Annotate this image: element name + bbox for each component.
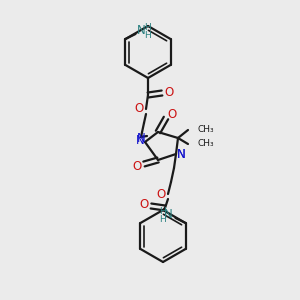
Text: O: O (164, 86, 174, 100)
Text: N: N (177, 148, 185, 161)
Text: O: O (134, 101, 144, 115)
Text: H: H (159, 214, 166, 224)
Text: H: H (144, 31, 151, 40)
Text: N: N (177, 148, 185, 161)
Text: N: N (136, 134, 144, 148)
Text: CH₃: CH₃ (197, 139, 214, 148)
Text: O: O (132, 160, 142, 172)
Text: O: O (140, 199, 148, 212)
Text: H: H (144, 22, 151, 32)
Text: N: N (164, 208, 173, 221)
Text: O: O (156, 188, 166, 200)
Text: N: N (137, 25, 146, 38)
Text: N: N (136, 133, 146, 146)
Text: H: H (159, 206, 166, 215)
Text: O: O (167, 109, 177, 122)
Text: CH₃: CH₃ (197, 124, 214, 134)
